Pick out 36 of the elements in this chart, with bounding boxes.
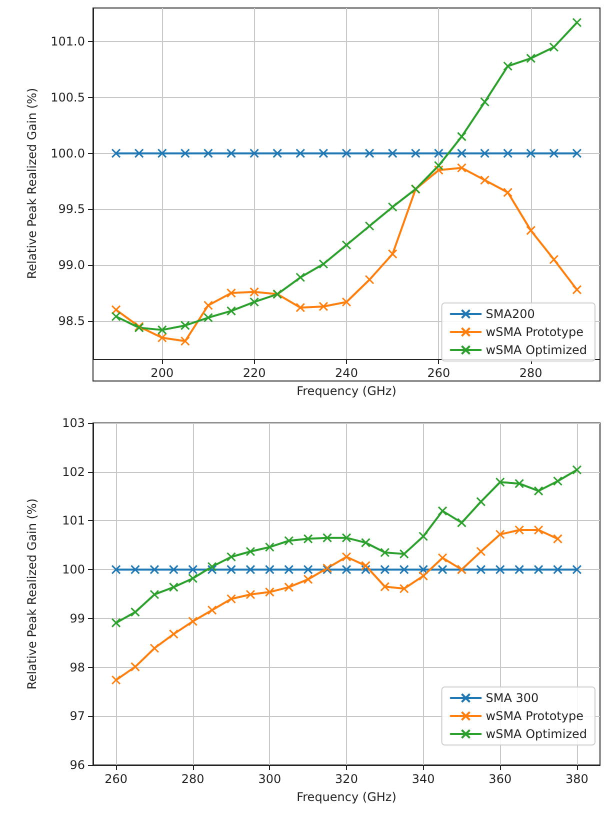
y-tick-label: 99.0 (58, 258, 85, 272)
y-tick-label: 101 (62, 514, 85, 528)
x-axis-title: Frequency (GHz) (296, 790, 396, 804)
y-tick-label: 101.0 (50, 34, 85, 49)
x-tick-label: 320 (335, 772, 358, 786)
legend-label: wSMA Prototype (486, 709, 584, 723)
x-tick-label: 280 (519, 366, 542, 380)
x-tick-label: 380 (566, 772, 588, 786)
y-tick-label: 100.0 (50, 146, 85, 160)
legend-label: wSMA Prototype (486, 325, 584, 339)
x-tick-label: 260 (427, 366, 450, 380)
x-tick-label: 360 (488, 772, 512, 786)
x-tick-label: 240 (335, 366, 358, 380)
legend-label: SMA 300 (486, 691, 539, 705)
x-tick-label: 300 (258, 772, 282, 786)
y-tick-label: 96 (70, 758, 85, 772)
x-tick-label: 200 (150, 366, 174, 380)
x-tick-label: 220 (242, 366, 266, 380)
x-tick-label: 260 (104, 772, 128, 786)
legend-label: wSMA Optimized (486, 343, 587, 357)
y-axis-title: Relative Peak Realized Gain (%) (25, 498, 39, 690)
x-axis-title: Frequency (GHz) (296, 384, 396, 398)
y-tick-label: 98.5 (58, 314, 85, 328)
legend-label: wSMA Optimized (486, 727, 587, 741)
y-axis-title: Relative Peak Realized Gain (%) (25, 88, 39, 280)
x-tick-label: 340 (412, 772, 435, 786)
y-tick-label: 97 (70, 709, 85, 724)
y-tick-label: 102 (62, 464, 85, 479)
y-tick-label: 98 (70, 660, 85, 674)
y-tick-label: 103 (62, 416, 85, 430)
legend-label: SMA200 (486, 307, 535, 321)
x-tick-label: 280 (181, 772, 204, 786)
y-tick-label: 100 (62, 562, 85, 577)
y-tick-label: 99 (70, 611, 85, 626)
y-tick-label: 100.5 (50, 90, 85, 104)
y-tick-label: 99.5 (58, 202, 85, 216)
